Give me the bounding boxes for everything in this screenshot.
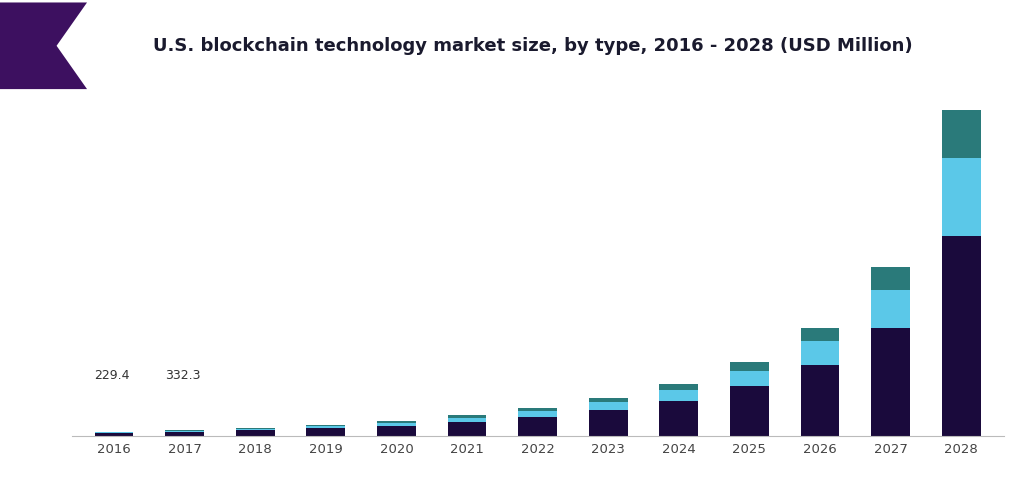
- Bar: [659, 401, 698, 436]
- Bar: [377, 421, 416, 423]
- Bar: [377, 426, 416, 436]
- Bar: [306, 428, 345, 436]
- Bar: [730, 386, 769, 436]
- Bar: [730, 371, 769, 386]
- Text: U.S. blockchain technology market size, by type, 2016 - 2028 (USD Million): U.S. blockchain technology market size, …: [153, 37, 912, 55]
- Bar: [659, 390, 698, 401]
- Bar: [236, 429, 274, 430]
- Bar: [589, 397, 628, 402]
- Bar: [801, 341, 840, 364]
- Bar: [447, 418, 486, 422]
- Bar: [942, 110, 981, 158]
- Bar: [165, 430, 204, 431]
- Bar: [871, 328, 910, 436]
- Bar: [236, 428, 274, 429]
- Bar: [871, 290, 910, 328]
- Bar: [518, 417, 557, 436]
- Text: 229.4: 229.4: [94, 369, 130, 382]
- Bar: [165, 432, 204, 436]
- Bar: [94, 432, 133, 433]
- Bar: [236, 430, 274, 436]
- Bar: [518, 411, 557, 417]
- Text: 332.3: 332.3: [165, 369, 201, 382]
- Bar: [871, 267, 910, 290]
- Bar: [377, 423, 416, 426]
- Bar: [801, 364, 840, 436]
- Polygon shape: [0, 2, 87, 89]
- Bar: [94, 433, 133, 436]
- Bar: [306, 426, 345, 428]
- Bar: [801, 328, 840, 341]
- Bar: [447, 415, 486, 418]
- Bar: [589, 410, 628, 436]
- Bar: [730, 362, 769, 371]
- Bar: [518, 408, 557, 411]
- Bar: [659, 384, 698, 390]
- Bar: [447, 422, 486, 436]
- Bar: [165, 431, 204, 432]
- Bar: [306, 425, 345, 426]
- Bar: [589, 402, 628, 410]
- Bar: [942, 158, 981, 237]
- Bar: [942, 237, 981, 436]
